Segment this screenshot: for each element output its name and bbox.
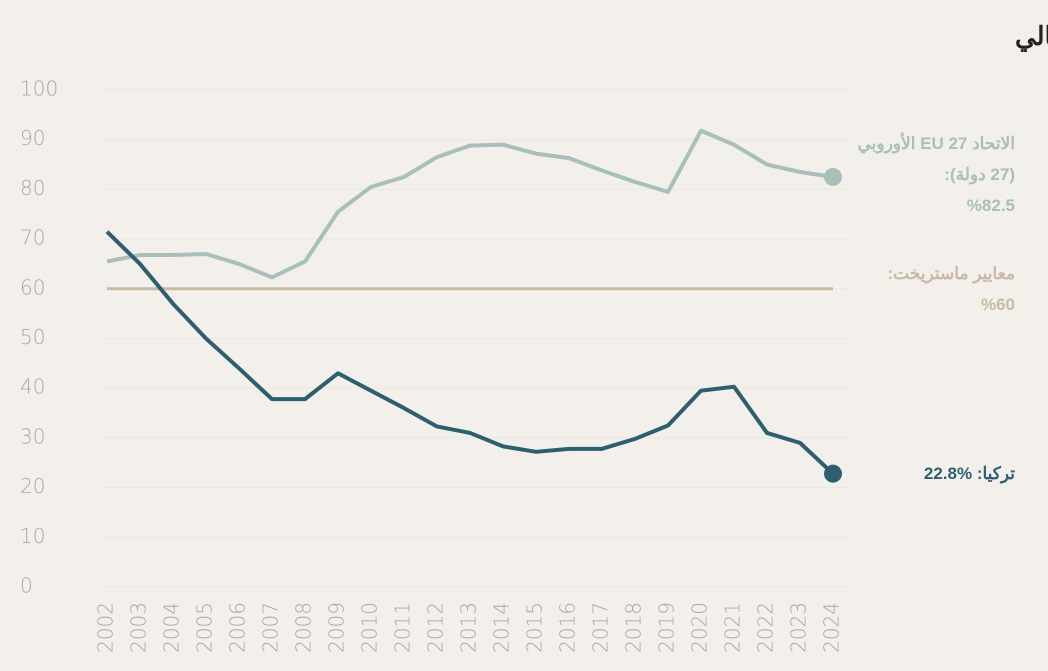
line-series [106,128,834,280]
y-tick-label: 70 [20,226,45,250]
end-point [824,464,842,483]
x-tick-label: 2008 [292,602,316,653]
x-tick-label: 2014 [490,602,514,653]
y-tick-label: 20 [20,474,45,498]
annotation-part: %60 [980,295,1015,314]
annotation-part: تركيا: [976,464,1015,483]
x-tick-label: 2016 [556,602,580,653]
x-tick-label: 2023 [787,602,811,653]
annotation-part: الاتحاد EU 27 الأوروبي (27 دولة): [857,134,1015,184]
y-tick-label: 0 [20,574,33,598]
y-tick-label: 40 [20,375,45,399]
line-series [105,230,835,476]
x-tick-label: 2022 [754,602,778,653]
annotation-part: معايير ماستريخت: [887,264,1015,283]
x-tick-label: 2020 [688,602,712,653]
x-tick-label: 2003 [127,602,151,653]
chart-title: إجمالي الدين العام كنسبة من الناتج المحل… [1015,21,1048,52]
annotation: الاتحاد EU 27 الأوروبي (27 دولة): %82.5 [835,128,1015,221]
x-tick-label: 2018 [622,602,646,653]
annotation-text: تركيا: %22.8 [845,458,1015,489]
x-tick-label: 2010 [358,602,382,653]
annotation-text: معايير ماستريخت: %60 [835,258,1015,320]
x-tick-label: 2004 [160,602,184,653]
annotation-part: %82.5 [966,196,1015,215]
y-tick-label: 60 [20,275,45,299]
annotation-part: %22.8 [923,464,973,483]
y-tick-label: 100 [20,77,58,101]
x-tick-label: 2013 [457,602,481,653]
x-tick-label: 2011 [391,602,415,653]
x-tick-label: 2019 [655,602,679,653]
x-tick-label: 2002 [94,602,118,653]
annotation: معايير ماستريخت: %60 [835,258,1015,320]
y-tick-label: 50 [20,325,45,349]
y-tick-label: 10 [20,524,45,548]
y-tick-label: 90 [20,126,45,150]
x-tick-label: 2015 [523,602,547,653]
y-tick-label: 80 [20,176,45,200]
annotation: تركيا: %22.8 [845,458,1015,489]
x-tick-label: 2024 [820,602,844,653]
x-tick-label: 2017 [589,602,613,653]
x-tick-label: 2005 [193,602,217,653]
x-tick-label: 2007 [259,602,283,653]
x-tick-label: 2012 [424,602,448,653]
x-tick-label: 2009 [325,602,349,653]
y-tick-label: 30 [20,424,45,448]
x-tick-label: 2006 [226,602,250,653]
annotation-text: الاتحاد EU 27 الأوروبي (27 دولة): %82.5 [835,128,1015,221]
x-tick-label: 2021 [721,602,745,653]
end-point [824,167,842,186]
